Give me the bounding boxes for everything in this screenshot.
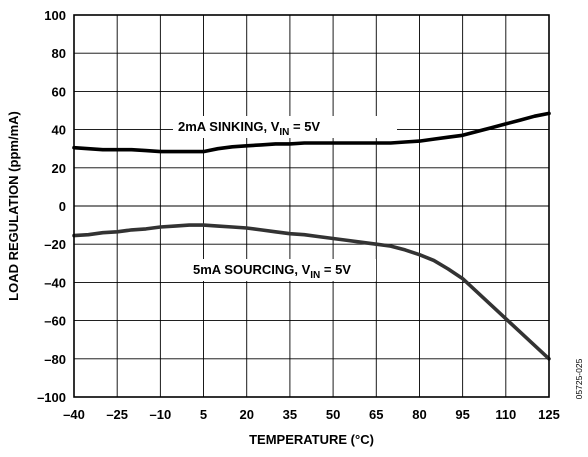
grid-lines	[73, 14, 550, 398]
y-tick-label: 80	[52, 46, 66, 61]
x-tick-label: 95	[455, 407, 469, 422]
y-tick-label: –60	[44, 314, 66, 329]
x-tick-label: 65	[369, 407, 383, 422]
series-label-sourcing: 5mA SOURCING, VIN = 5V	[193, 262, 351, 281]
series-label-subscript: IN	[310, 270, 320, 281]
x-axis-title: TEMPERATURE (°C)	[249, 432, 374, 447]
annotation-background	[188, 259, 376, 281]
y-tick-labels: 100 80 60 40 20 0 –20 –40 –60 –80 –100	[37, 8, 66, 405]
series-label-text: 2mA SINKING, V	[178, 119, 280, 134]
y-axis-title: LOAD REGULATION (ppm/mA)	[6, 111, 21, 301]
x-tick-label: 35	[283, 407, 297, 422]
y-tick-label: –100	[37, 390, 66, 405]
y-tick-label: 60	[52, 84, 66, 99]
y-tick-label: 20	[52, 161, 66, 176]
series-line-sourcing	[72, 223, 551, 361]
series-label-subscript: IN	[279, 127, 289, 138]
y-tick-label: –40	[44, 275, 66, 290]
x-tick-label: 20	[239, 407, 253, 422]
y-tick-label: 0	[59, 199, 66, 214]
annotation-background	[173, 116, 397, 138]
x-tick-labels: –40 –25 –10 5 20 35 50 65 80 95 110 125	[63, 407, 560, 422]
series-label-text: = 5V	[289, 119, 320, 134]
x-tick-label: –10	[150, 407, 172, 422]
y-tick-label: –80	[44, 352, 66, 367]
y-tick-label: 40	[52, 123, 66, 138]
x-tick-label: 125	[538, 407, 560, 422]
figure-id: 05725-025	[574, 358, 584, 399]
x-tick-label: 50	[326, 407, 340, 422]
series-label-sinking: 2mA SINKING, VIN = 5V	[178, 119, 320, 138]
series-label-text: 5mA SOURCING, V	[193, 262, 311, 277]
y-tick-label: –20	[44, 237, 66, 252]
x-tick-label: –40	[63, 407, 85, 422]
series-lines	[72, 111, 551, 361]
x-tick-label: –25	[106, 407, 128, 422]
x-tick-label: 110	[495, 407, 516, 422]
x-tick-label: 5	[200, 407, 207, 422]
x-tick-label: 80	[412, 407, 426, 422]
series-line-sinking	[72, 111, 551, 154]
plot-frame	[73, 14, 550, 398]
series-label-text: = 5V	[320, 262, 351, 277]
y-tick-label: 100	[44, 8, 66, 23]
